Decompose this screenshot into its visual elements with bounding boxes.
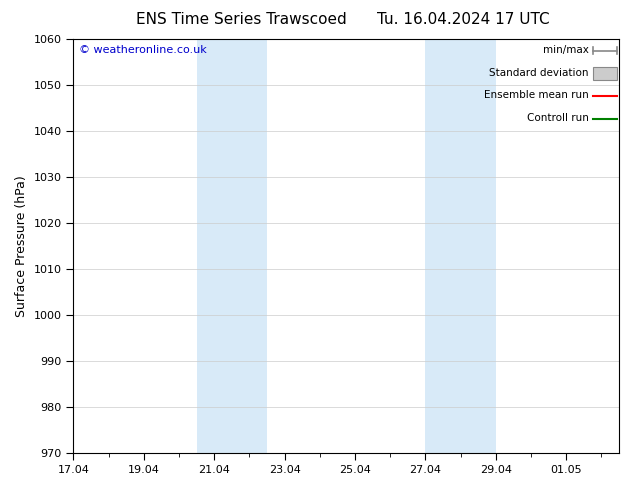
Text: ENS Time Series Trawscoed: ENS Time Series Trawscoed xyxy=(136,12,346,27)
Text: Tu. 16.04.2024 17 UTC: Tu. 16.04.2024 17 UTC xyxy=(377,12,549,27)
Bar xyxy=(425,39,496,453)
Text: © weatheronline.co.uk: © weatheronline.co.uk xyxy=(79,45,207,55)
Bar xyxy=(197,39,267,453)
Y-axis label: Surface Pressure (hPa): Surface Pressure (hPa) xyxy=(15,175,28,317)
Text: Standard deviation: Standard deviation xyxy=(489,68,589,77)
Bar xyxy=(593,67,618,80)
Text: Ensemble mean run: Ensemble mean run xyxy=(484,91,589,100)
Text: Controll run: Controll run xyxy=(527,113,589,123)
Text: min/max: min/max xyxy=(543,45,589,55)
